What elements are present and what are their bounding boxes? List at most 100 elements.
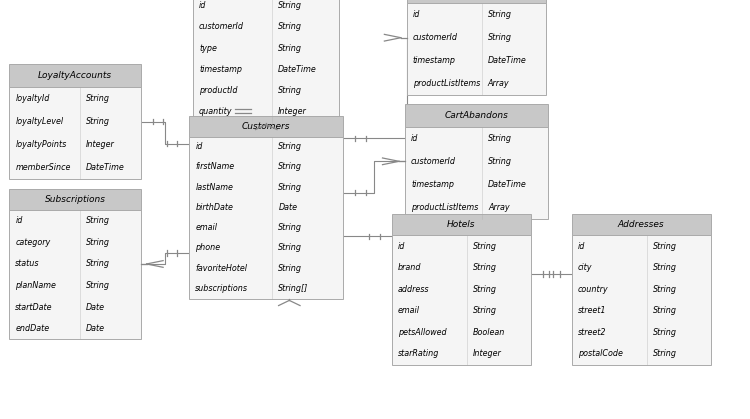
Text: planName: planName xyxy=(16,281,56,290)
Text: category: category xyxy=(16,238,51,247)
Text: Integer: Integer xyxy=(86,140,115,149)
Text: phone: phone xyxy=(195,243,220,252)
Text: starRating: starRating xyxy=(398,349,439,358)
Text: String: String xyxy=(86,94,110,103)
Text: id: id xyxy=(578,241,585,251)
Text: Date: Date xyxy=(86,324,105,333)
Text: subscriptions: subscriptions xyxy=(195,284,248,293)
Text: memberSince: memberSince xyxy=(16,163,70,172)
Text: id: id xyxy=(199,1,206,10)
Text: timestamp: timestamp xyxy=(411,180,454,189)
Text: birthDate: birthDate xyxy=(195,203,233,212)
Text: petsAllowed: petsAllowed xyxy=(398,328,446,337)
Text: street1: street1 xyxy=(578,306,606,315)
Text: productListItems: productListItems xyxy=(411,203,478,212)
Bar xyxy=(392,214,531,235)
Text: timestamp: timestamp xyxy=(199,65,242,74)
Text: String: String xyxy=(278,264,302,273)
Text: String: String xyxy=(278,23,302,31)
Bar xyxy=(189,137,343,298)
Text: customerId: customerId xyxy=(199,23,244,31)
Text: String: String xyxy=(472,241,496,251)
Text: Array: Array xyxy=(488,79,509,88)
Bar xyxy=(193,0,339,122)
Text: String: String xyxy=(278,183,302,191)
Text: lastName: lastName xyxy=(195,183,233,191)
Text: country: country xyxy=(578,285,608,294)
Text: String: String xyxy=(278,243,302,252)
Bar xyxy=(10,87,141,179)
Text: String: String xyxy=(652,263,676,272)
Text: String: String xyxy=(86,259,110,269)
Bar xyxy=(405,127,548,219)
Text: String: String xyxy=(278,223,302,232)
Text: startDate: startDate xyxy=(16,303,52,312)
Text: id: id xyxy=(195,142,202,151)
Text: loyaltyId: loyaltyId xyxy=(16,94,50,103)
Text: street2: street2 xyxy=(578,328,606,337)
Text: Hotels: Hotels xyxy=(447,220,476,229)
Text: String: String xyxy=(472,285,496,294)
Text: String: String xyxy=(488,10,512,19)
Text: Addresses: Addresses xyxy=(618,220,664,229)
Text: String: String xyxy=(278,44,302,53)
Text: favoriteHotel: favoriteHotel xyxy=(195,264,248,273)
Text: Date: Date xyxy=(278,203,298,212)
Text: productId: productId xyxy=(199,86,238,95)
Text: loyaltyPoints: loyaltyPoints xyxy=(16,140,67,149)
Bar xyxy=(572,214,711,235)
Text: email: email xyxy=(398,306,420,315)
Text: city: city xyxy=(578,263,592,272)
Text: String: String xyxy=(652,241,676,251)
Text: id: id xyxy=(411,134,419,143)
Text: quantity: quantity xyxy=(199,107,232,116)
Text: String: String xyxy=(472,306,496,315)
Text: String: String xyxy=(488,157,512,166)
Text: customerId: customerId xyxy=(411,157,456,166)
Text: String: String xyxy=(652,306,676,315)
Text: email: email xyxy=(195,223,217,232)
Text: DateTime: DateTime xyxy=(86,163,125,172)
Text: Date: Date xyxy=(86,303,105,312)
Text: Array: Array xyxy=(488,203,509,212)
Text: loyaltyLevel: loyaltyLevel xyxy=(16,117,64,126)
Text: endDate: endDate xyxy=(16,324,50,333)
Bar xyxy=(10,210,141,339)
Bar xyxy=(406,0,545,3)
Text: String: String xyxy=(488,134,512,143)
Text: CartAbandons: CartAbandons xyxy=(444,111,509,120)
Text: type: type xyxy=(199,44,217,53)
Bar xyxy=(405,104,548,127)
Text: String: String xyxy=(86,117,110,126)
Text: String: String xyxy=(472,263,496,272)
Text: String: String xyxy=(652,285,676,294)
Text: firstName: firstName xyxy=(195,163,235,171)
Text: postalCode: postalCode xyxy=(578,349,622,358)
Text: timestamp: timestamp xyxy=(413,56,456,65)
Text: Boolean: Boolean xyxy=(472,328,506,337)
Text: String: String xyxy=(86,281,110,290)
Text: status: status xyxy=(16,259,40,269)
Text: String: String xyxy=(86,238,110,247)
Text: String: String xyxy=(278,1,302,10)
Bar xyxy=(10,189,141,210)
Text: Integer: Integer xyxy=(278,107,307,116)
Text: Subscriptions: Subscriptions xyxy=(44,195,106,204)
Text: customerId: customerId xyxy=(413,33,458,42)
Text: Customers: Customers xyxy=(242,122,290,131)
Text: DateTime: DateTime xyxy=(488,56,526,65)
Text: String[]: String[] xyxy=(278,284,309,293)
Text: String: String xyxy=(652,328,676,337)
Text: String: String xyxy=(652,349,676,358)
Text: DateTime: DateTime xyxy=(278,65,316,74)
Text: address: address xyxy=(398,285,429,294)
Bar xyxy=(572,235,711,365)
Text: String: String xyxy=(278,142,302,151)
Text: LoyaltyAccounts: LoyaltyAccounts xyxy=(38,71,112,80)
Text: String: String xyxy=(278,163,302,171)
Text: productListItems: productListItems xyxy=(413,79,480,88)
Text: id: id xyxy=(398,241,405,251)
Bar xyxy=(10,64,141,87)
Bar xyxy=(392,235,531,365)
Text: String: String xyxy=(488,33,512,42)
